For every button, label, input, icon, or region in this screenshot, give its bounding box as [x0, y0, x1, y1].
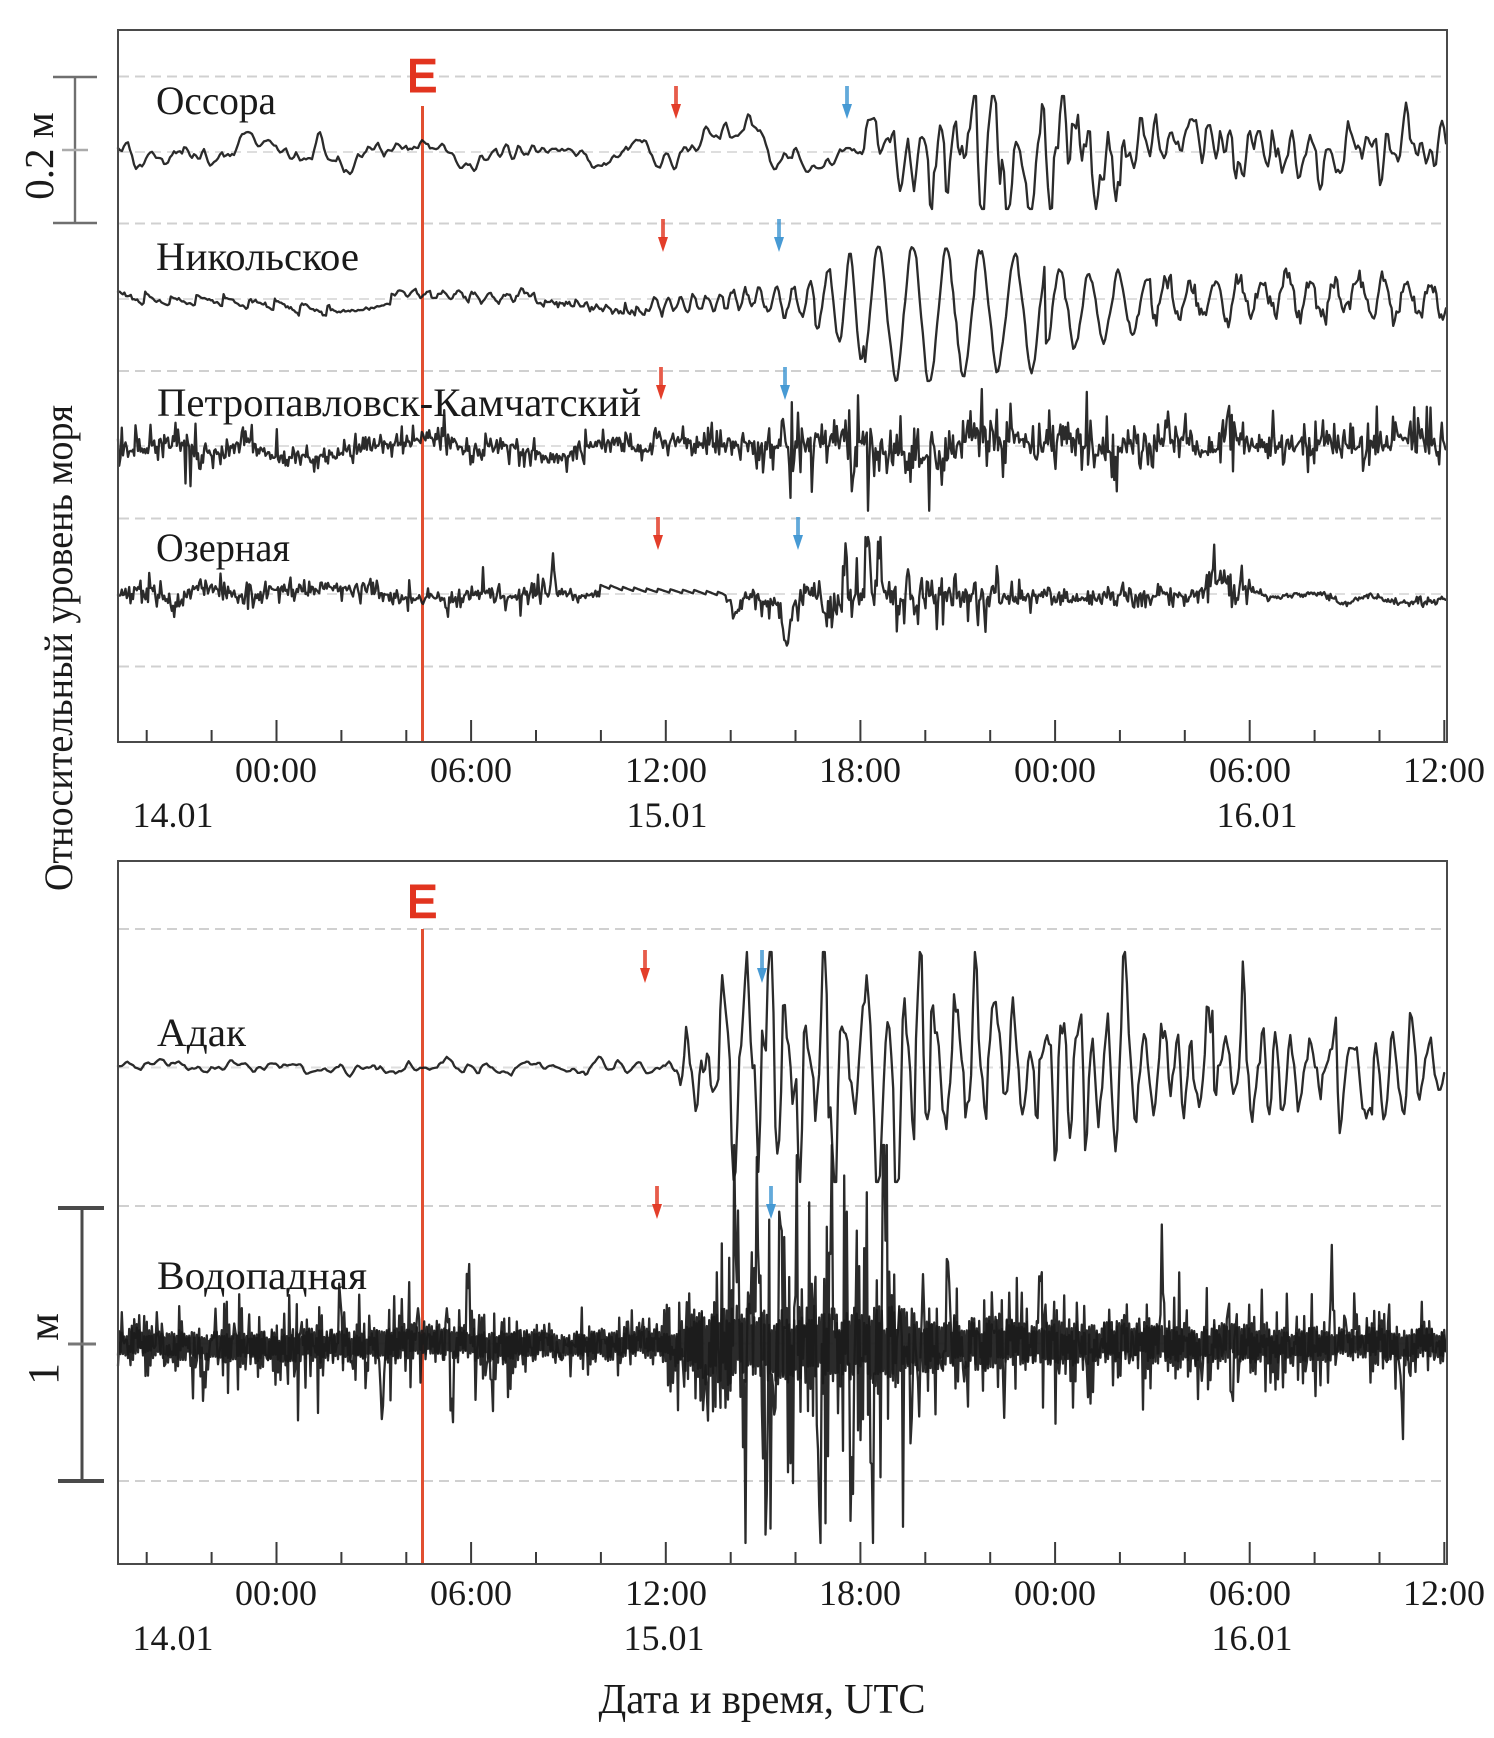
svg-text:00:00: 00:00	[235, 750, 317, 790]
svg-text:14.01: 14.01	[133, 1618, 214, 1658]
svg-text:12:00: 12:00	[625, 1573, 707, 1613]
svg-text:00:00: 00:00	[1014, 750, 1096, 790]
svg-text:15.01: 15.01	[627, 795, 708, 835]
svg-text:Никольское: Никольское	[156, 234, 359, 279]
svg-text:00:00: 00:00	[1014, 1573, 1096, 1613]
svg-text:Относительный уровень моря: Относительный уровень моря	[36, 405, 81, 891]
svg-text:Дата и время, UTC: Дата и время, UTC	[599, 1677, 926, 1723]
svg-text:06:00: 06:00	[1209, 750, 1291, 790]
svg-text:16.01: 16.01	[1212, 1618, 1293, 1658]
svg-text:Озерная: Озерная	[156, 525, 290, 570]
svg-text:Петропавловск-Камчатский: Петропавловск-Камчатский	[157, 380, 641, 425]
svg-text:18:00: 18:00	[819, 1573, 901, 1613]
svg-text:15.01: 15.01	[624, 1618, 705, 1658]
svg-text:12:00: 12:00	[1403, 750, 1485, 790]
svg-text:1 м: 1 м	[19, 1313, 68, 1385]
svg-text:12:00: 12:00	[625, 750, 707, 790]
svg-text:18:00: 18:00	[819, 750, 901, 790]
svg-text:Водопадная: Водопадная	[157, 1253, 367, 1298]
svg-text:12:00: 12:00	[1403, 1573, 1485, 1613]
svg-text:06:00: 06:00	[430, 750, 512, 790]
svg-text:06:00: 06:00	[430, 1573, 512, 1613]
svg-text:16.01: 16.01	[1217, 795, 1298, 835]
svg-text:Оссора: Оссора	[156, 78, 276, 123]
svg-text:14.01: 14.01	[133, 795, 214, 835]
svg-text:Адак: Адак	[157, 1010, 247, 1055]
svg-text:0.2 м: 0.2 м	[16, 112, 62, 199]
svg-text:00:00: 00:00	[235, 1573, 317, 1613]
svg-text:06:00: 06:00	[1209, 1573, 1291, 1613]
